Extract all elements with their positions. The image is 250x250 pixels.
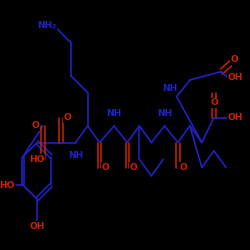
Text: OH: OH — [228, 74, 243, 82]
Text: HO: HO — [30, 155, 45, 164]
Text: O: O — [180, 163, 188, 172]
Text: O: O — [230, 55, 238, 64]
Text: NH: NH — [68, 150, 83, 160]
Text: NH₂: NH₂ — [37, 21, 56, 30]
Text: O: O — [210, 98, 218, 108]
Text: NH: NH — [162, 84, 177, 93]
Text: O: O — [130, 163, 137, 172]
Text: O: O — [63, 113, 71, 122]
Text: OH: OH — [228, 113, 243, 122]
Text: NH: NH — [106, 109, 122, 118]
Text: OH: OH — [30, 222, 45, 231]
Text: O: O — [32, 121, 40, 130]
Text: O: O — [102, 163, 110, 172]
Text: NH: NH — [157, 109, 172, 118]
Text: HO: HO — [0, 180, 15, 190]
